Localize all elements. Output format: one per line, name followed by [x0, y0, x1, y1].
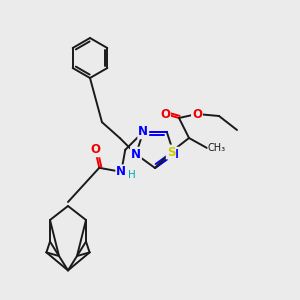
Text: N: N [116, 165, 126, 178]
Text: N: N [131, 148, 141, 161]
Text: H: H [128, 170, 136, 180]
Text: O: O [160, 107, 170, 121]
Text: N: N [169, 148, 179, 161]
Text: N: N [138, 125, 148, 138]
Text: S: S [167, 146, 175, 158]
Text: CH₃: CH₃ [208, 143, 226, 153]
Text: O: O [192, 107, 202, 121]
Text: O: O [90, 143, 100, 156]
